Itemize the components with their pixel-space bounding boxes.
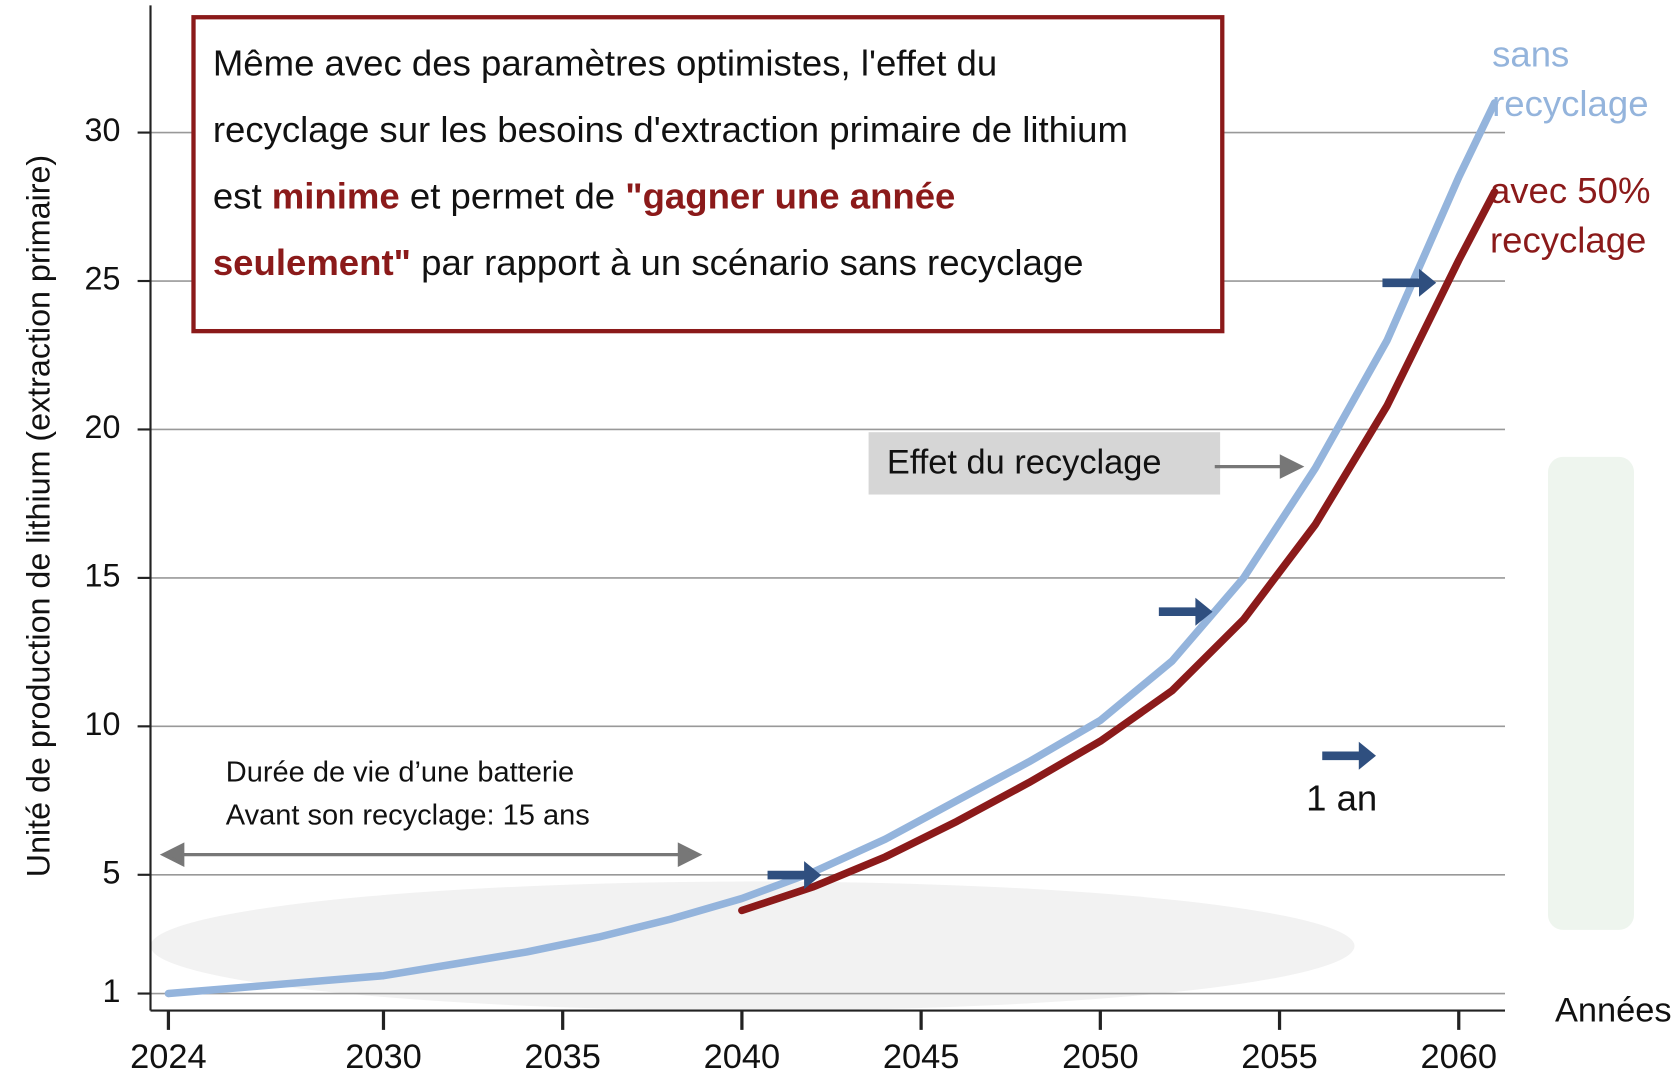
- x-tick-label: 2035: [524, 1038, 601, 1074]
- charging-station: [1548, 457, 1634, 930]
- x-tick-label: 2050: [1062, 1038, 1139, 1074]
- x-tick-label: 2055: [1241, 1038, 1318, 1074]
- y-tick-label: 15: [85, 557, 121, 593]
- annotation-line: seulement" par rapport à un scénario san…: [213, 230, 1218, 297]
- y-tick-label: 1: [102, 973, 120, 1009]
- y-tick-label: 20: [85, 409, 121, 445]
- legend-entry: sans recyclage: [1492, 30, 1675, 138]
- annotation-line: recyclage sur les besoins d'extraction p…: [213, 97, 1218, 164]
- text: et permet de: [400, 176, 626, 217]
- y-axis-label: Unité de production de lithium (extracti…: [20, 155, 56, 877]
- x-tick-label: 2024: [130, 1038, 207, 1074]
- y-tick-label: 5: [102, 854, 120, 890]
- battery-note: Avant son recyclage: 15 ans: [226, 800, 590, 832]
- x-tick-label: 2060: [1421, 1038, 1498, 1074]
- annotation-line: est minime et permet de "gagner une anné…: [213, 163, 1218, 230]
- chart: 1510152025302024203020352040204520502055…: [0, 0, 1677, 1074]
- x-axis-label: Années: [1555, 991, 1672, 1029]
- battery-note: Durée de vie d’une batterie: [226, 757, 574, 789]
- annotation-text: Même avec des paramètres optimistes, l'e…: [213, 30, 1218, 297]
- emphasis: seulement": [213, 243, 411, 284]
- background-shadow: [151, 882, 1355, 1011]
- text: recyclage sur les besoins d'extraction p…: [213, 110, 1128, 151]
- legend-entry: avec 50% recyclage: [1490, 167, 1673, 275]
- x-tick-label: 2030: [345, 1038, 422, 1074]
- emphasis: minime: [272, 176, 400, 217]
- y-tick-label: 10: [85, 706, 121, 742]
- annotation-line: Même avec des paramètres optimistes, l'e…: [213, 30, 1218, 97]
- text: Même avec des paramètres optimistes, l'e…: [213, 43, 997, 84]
- text: est: [213, 176, 272, 217]
- x-tick-label: 2045: [883, 1038, 960, 1074]
- annotation: Même avec des paramètres optimistes, l'e…: [213, 30, 1218, 320]
- y-tick-label: 30: [85, 112, 121, 148]
- effect-label: Effet du recyclage: [887, 444, 1162, 482]
- text: par rapport à un scénario sans recyclage: [411, 243, 1083, 284]
- legend-label: sans recyclage: [1492, 30, 1675, 129]
- legend-label: avec 50% recyclage: [1490, 167, 1673, 266]
- x-tick-label: 2040: [704, 1038, 781, 1074]
- y-tick-label: 25: [85, 261, 121, 297]
- shift-label: 1 an: [1306, 778, 1377, 819]
- emphasis: "gagner une année: [625, 176, 955, 217]
